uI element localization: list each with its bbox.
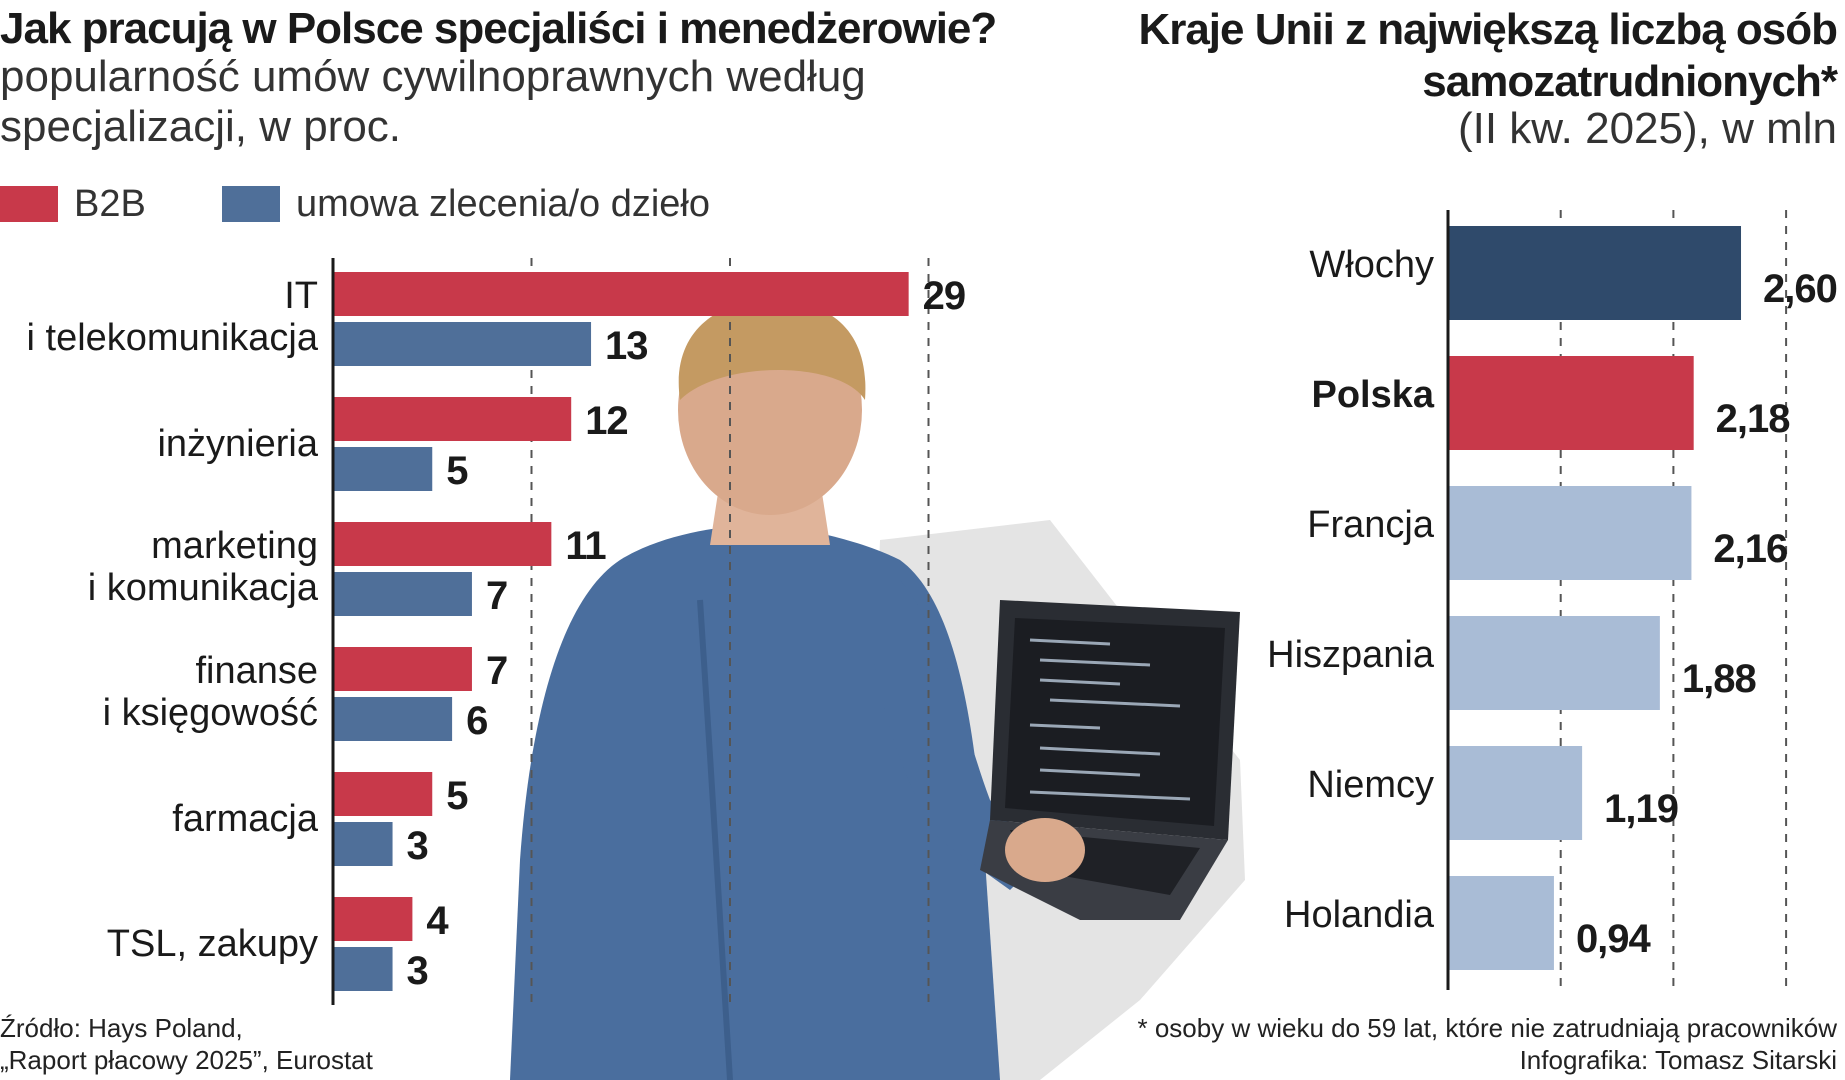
right-category-label-5: Holandia <box>1284 894 1434 936</box>
left-bar-b2b-2 <box>333 522 552 566</box>
legend-label-b2b: B2B <box>74 182 146 225</box>
left-value-label-zlecenie-2: 7 <box>486 574 507 618</box>
footnote-text: * osoby w wieku do 59 lat, które nie zat… <box>1137 1013 1838 1043</box>
right-category-label-2: Francja <box>1307 504 1434 546</box>
left-value-label-b2b-4: 5 <box>446 774 468 818</box>
right-value-label-1: 2,18 <box>1716 397 1791 441</box>
legend-swatch-b2b <box>0 186 58 222</box>
right-category-label-3: Hiszpania <box>1267 634 1434 676</box>
left-chart-subtitle: popularność umów cywilnoprawnych według … <box>0 52 866 151</box>
person-hair <box>678 300 866 400</box>
right-value-label-2: 2,16 <box>1713 527 1787 571</box>
right-category-label-0: Włochy <box>1309 244 1434 286</box>
left-value-label-b2b-0: 29 <box>923 274 966 318</box>
left-category-label-4: farmacja <box>172 798 318 840</box>
left-category-label-5: TSL, zakupy <box>106 923 318 965</box>
left-bar-zlecenie-3 <box>333 697 453 741</box>
left-bar-zlecenie-4 <box>333 822 393 866</box>
infographic-credit: Infografika: Tomasz Sitarski <box>1519 1045 1837 1075</box>
left-bar-b2b-3 <box>333 647 472 691</box>
right-value-label-0: 2,60 <box>1763 267 1837 311</box>
left-bar-zlecenie-5 <box>333 947 393 991</box>
right-value-label-4: 1,19 <box>1604 787 1678 831</box>
shirt-fold <box>697 599 733 1080</box>
left-value-label-b2b-5: 4 <box>426 899 449 943</box>
left-category-label-0: IT i telekomunikacja <box>26 275 318 359</box>
right-value-label-5: 0,94 <box>1576 917 1652 961</box>
left-bar-b2b-5 <box>333 897 413 941</box>
right-bar-5 <box>1448 876 1554 970</box>
laptop-display <box>1005 618 1225 826</box>
left-bar-b2b-0 <box>333 272 909 316</box>
footnote: * osoby w wieku do 59 lat, które nie zat… <box>937 1012 1838 1076</box>
right-category-label-4: Niemcy <box>1307 764 1434 806</box>
left-value-label-b2b-1: 12 <box>585 399 628 443</box>
left-bar-zlecenie-0 <box>333 322 592 366</box>
source-note: Źródło: Hays Poland, „Raport płacowy 202… <box>0 1012 373 1076</box>
left-value-label-b2b-3: 7 <box>486 649 507 693</box>
code-lines <box>1029 638 1191 801</box>
right-bar-1 <box>1448 356 1694 450</box>
right-chart-subtitle: (II kw. 2025), w mln <box>1457 104 1837 153</box>
legend-item-b2b: B2B <box>0 182 146 225</box>
right-category-label-1: Polska <box>1311 374 1434 416</box>
left-value-label-zlecenie-1: 5 <box>446 449 468 493</box>
legend-item-zlecenie: umowa zlecenia/o dzieło <box>222 182 711 225</box>
right-bar-4 <box>1448 746 1583 840</box>
left-value-label-zlecenie-0: 13 <box>605 324 648 368</box>
left-value-label-b2b-2: 11 <box>565 524 606 568</box>
legend-label-zlecenie: umowa zlecenia/o dzieło <box>296 182 711 225</box>
right-chart-title: Kraje Unii z największą liczbą osób samo… <box>1138 5 1838 106</box>
left-category-label-1: inżynieria <box>157 423 318 465</box>
left-chart-title: Jak pracują w Polsce specjaliści i mened… <box>0 4 997 53</box>
left-category-label-2: marketing i komunikacja <box>87 525 318 609</box>
left-bar-zlecenie-1 <box>333 447 433 491</box>
left-bar-b2b-1 <box>333 397 572 441</box>
left-category-label-3: finanse i księgowość <box>102 650 318 734</box>
legend-swatch-zlecenie <box>222 186 280 222</box>
left-bar-b2b-4 <box>333 772 433 816</box>
right-bar-0 <box>1448 226 1742 320</box>
left-value-label-zlecenie-4: 3 <box>407 824 428 868</box>
left-bar-zlecenie-2 <box>333 572 472 616</box>
right-value-label-3: 1,88 <box>1682 657 1757 701</box>
right-bar-2 <box>1448 486 1692 580</box>
left-value-label-zlecenie-3: 6 <box>466 699 487 743</box>
person-hand <box>1005 818 1085 882</box>
right-bar-3 <box>1448 616 1660 710</box>
source-line-1: Źródło: Hays Poland, <box>0 1013 243 1043</box>
left-value-label-zlecenie-5: 3 <box>407 949 428 993</box>
source-line-2: „Raport płacowy 2025”, Eurostat <box>0 1045 373 1075</box>
